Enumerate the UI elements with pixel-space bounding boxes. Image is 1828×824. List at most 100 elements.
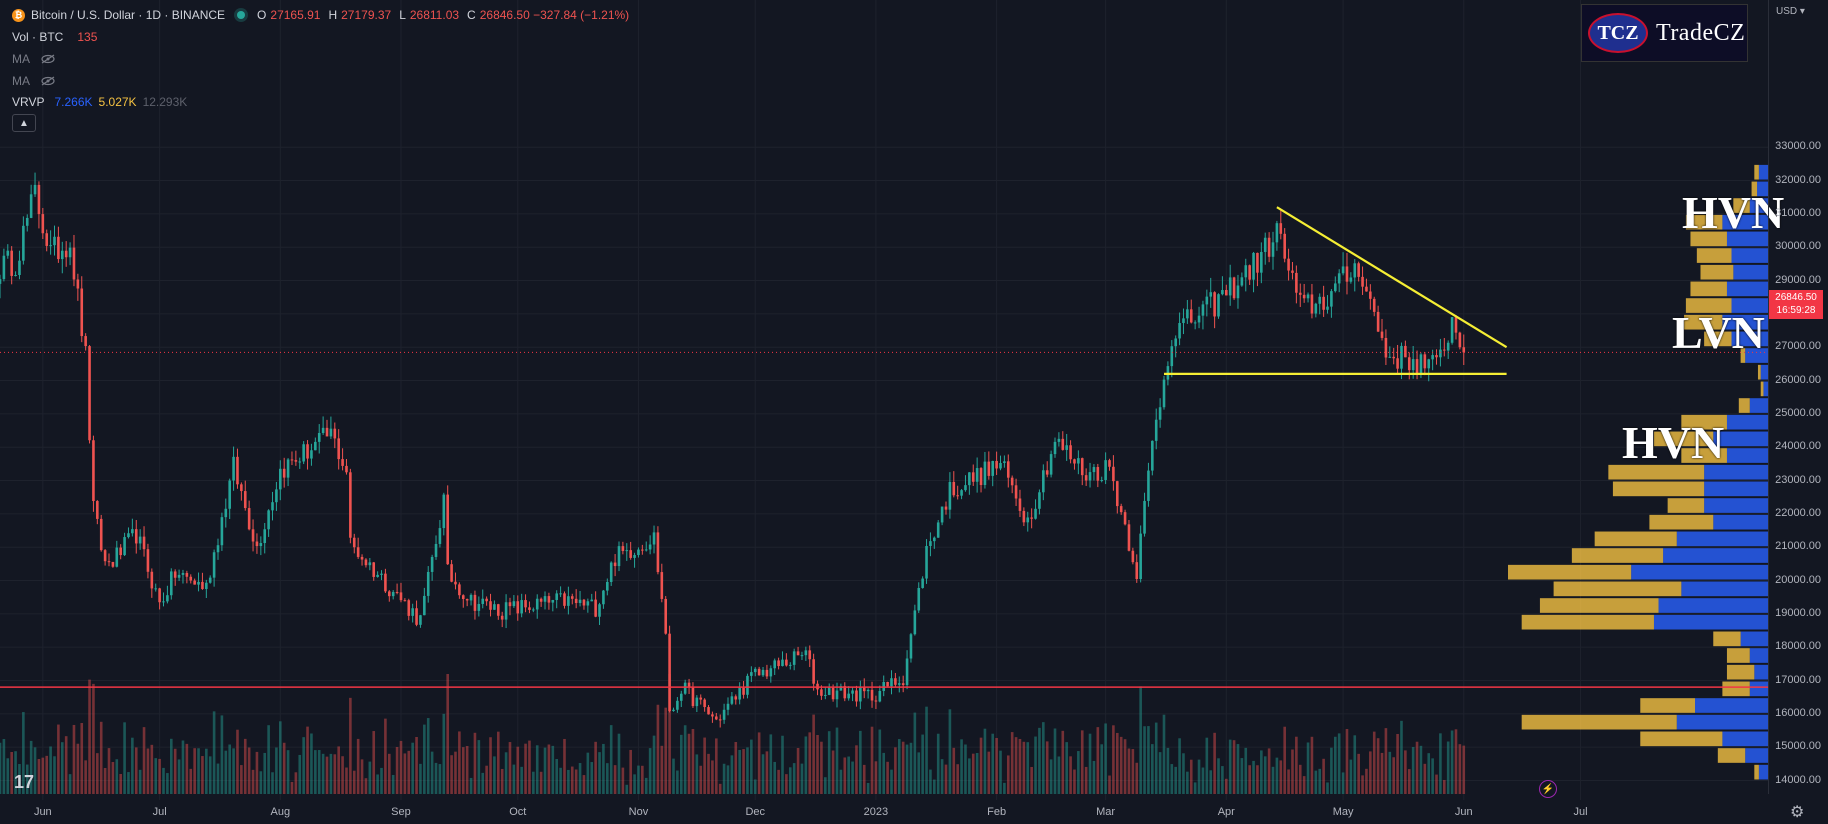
- bitcoin-icon: ₿: [12, 8, 25, 22]
- candle-body: [388, 591, 391, 597]
- vrvp-row[interactable]: VRVP 7.266K 5.027K 12.293K: [12, 91, 187, 113]
- annotation-lvn: LVN: [1672, 307, 1765, 358]
- candle-body: [831, 687, 835, 700]
- candle-body: [1357, 263, 1360, 277]
- volume-bar: [874, 761, 878, 794]
- candle-body: [843, 686, 847, 699]
- volume-bar: [660, 745, 664, 794]
- vrvp-up-value: 7.266K: [54, 95, 93, 109]
- volume-bar: [687, 733, 691, 794]
- volume-bar: [532, 771, 535, 794]
- volume-bar: [1018, 738, 1022, 794]
- volume-bar: [1174, 766, 1177, 794]
- volume-bar: [49, 746, 52, 794]
- candle-body: [314, 441, 317, 451]
- candle-body: [999, 462, 1002, 469]
- volume-bar: [1158, 752, 1162, 794]
- volume-bar: [606, 763, 609, 794]
- lightning-icon[interactable]: ⚡: [1539, 780, 1557, 798]
- vp-bar-down: [1751, 181, 1758, 197]
- candle-body: [672, 709, 675, 712]
- eye-slash-icon[interactable]: [40, 54, 56, 64]
- eye-slash-icon[interactable]: [40, 76, 56, 86]
- volume-bar: [224, 750, 228, 794]
- volume-row[interactable]: Vol · BTC 135: [12, 26, 101, 48]
- y-tick-label: 33000.00: [1775, 140, 1821, 153]
- candle-body: [862, 686, 866, 692]
- candle-body: [800, 655, 804, 657]
- candle-body: [855, 690, 858, 702]
- volume-bar: [983, 728, 987, 794]
- candle-body: [1034, 508, 1037, 519]
- volume-bar: [1407, 769, 1411, 794]
- price-axis[interactable]: 33000.00 32000.00 31000.00 30000.00 29000.00…: [1768, 0, 1828, 794]
- volume-bar: [753, 779, 757, 794]
- ma-row-1[interactable]: MA: [12, 48, 56, 70]
- candle-body: [676, 700, 679, 710]
- volume-bar: [1256, 765, 1259, 794]
- volume-bar: [1178, 738, 1181, 794]
- vp-bar-up: [1676, 531, 1768, 547]
- time-axis[interactable]: Jun Jul Aug Sep Oct Nov Dec 2023 Feb Mar Apr May Jun…: [0, 800, 1768, 824]
- price-chart[interactable]: [0, 0, 1768, 800]
- volume-bar: [508, 742, 512, 794]
- volume-bar: [197, 748, 200, 794]
- volume-bar: [1376, 738, 1380, 794]
- candle-body: [298, 461, 302, 463]
- candle-body: [193, 580, 196, 585]
- volume-bar: [185, 743, 189, 794]
- candle-body: [446, 494, 449, 565]
- volume-bar: [317, 750, 321, 794]
- volume-bar: [773, 761, 777, 794]
- volume-bar: [166, 773, 169, 794]
- collapse-legend-button[interactable]: ▲: [12, 114, 36, 132]
- vp-bar-up: [1745, 748, 1768, 763]
- candle-body: [1302, 294, 1306, 299]
- volume-bar: [489, 737, 492, 794]
- candle-body: [1256, 252, 1259, 273]
- volume-bar: [1330, 747, 1333, 794]
- candle-body: [559, 593, 562, 595]
- candle-body: [979, 468, 983, 486]
- tradingview-logo-icon[interactable]: 17: [14, 772, 35, 792]
- volume-bar: [1326, 782, 1329, 794]
- candle-body: [240, 484, 243, 492]
- volume-bar: [1224, 778, 1228, 794]
- volume-bar: [886, 761, 889, 794]
- ma-row-2[interactable]: MA: [12, 70, 56, 92]
- volume-bar: [648, 748, 652, 794]
- volume-bar: [792, 763, 796, 794]
- volume-bar: [1127, 748, 1131, 794]
- volume-bar: [411, 742, 414, 794]
- candle-body: [715, 716, 718, 720]
- symbol-row[interactable]: ₿ Bitcoin / U.S. Dollar · 1D · BINANCE O…: [12, 4, 633, 26]
- volume-bar: [859, 730, 862, 794]
- candle-body: [376, 574, 379, 577]
- volume-bar: [979, 737, 983, 794]
- volume-bar: [1458, 744, 1462, 794]
- volume-bar: [1310, 736, 1314, 794]
- volume-bar: [380, 767, 383, 794]
- candle-body: [2, 255, 6, 280]
- currency-selector[interactable]: USD ▾: [1776, 6, 1805, 17]
- volume-bar: [88, 679, 91, 794]
- symbol-title[interactable]: Bitcoin / U.S. Dollar · 1D · BINANCE: [31, 8, 226, 22]
- candle-body: [1077, 458, 1080, 464]
- volume-bar: [1446, 741, 1450, 794]
- volume-bar: [142, 727, 146, 794]
- volume-bar: [722, 763, 726, 794]
- vp-bar-up: [1704, 464, 1768, 480]
- y-tick-label: 20000.00: [1775, 573, 1821, 586]
- candle-body: [1143, 500, 1146, 534]
- volume-bar: [570, 766, 574, 794]
- volume-bar: [594, 741, 597, 794]
- candle-body: [364, 559, 368, 566]
- candle-body: [290, 459, 294, 461]
- volume-bar: [574, 769, 578, 794]
- candle-body: [119, 547, 122, 556]
- volume-bar: [236, 729, 239, 794]
- candle-body: [1151, 440, 1154, 471]
- volume-bar: [1263, 756, 1267, 794]
- volume-bar: [1217, 758, 1220, 794]
- gear-icon[interactable]: ⚙: [1790, 804, 1805, 821]
